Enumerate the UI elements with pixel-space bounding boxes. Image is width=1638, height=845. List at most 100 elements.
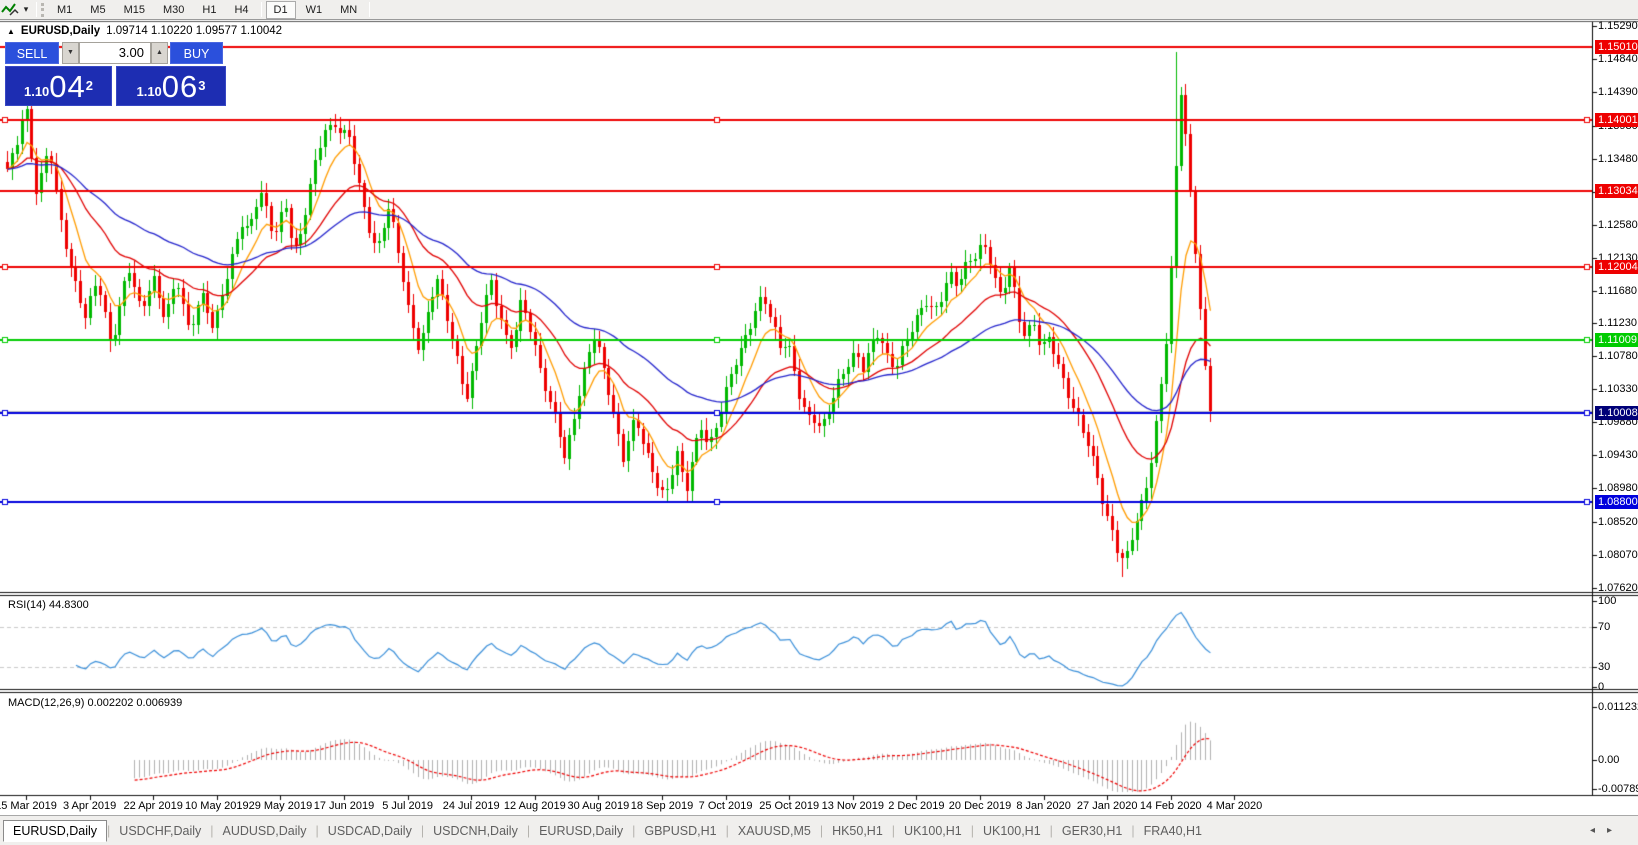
indicator-axis-tick: 30	[1598, 661, 1611, 673]
tab-separator: |	[315, 823, 319, 838]
sell-button[interactable]: SELL	[5, 42, 59, 64]
volume-input[interactable]: 3.00	[79, 42, 151, 64]
spread-decrease-button[interactable]: ▼	[62, 42, 79, 64]
date-axis-label: 20 Dec 2019	[948, 800, 1012, 812]
timeframe-button-d1[interactable]: D1	[265, 0, 296, 19]
indicator-axis-tick: 100	[1598, 595, 1617, 607]
price-axis-tick: 1.11680	[1598, 284, 1637, 297]
date-axis-label: 18 Sep 2019	[630, 800, 694, 812]
timeframe-button-h4[interactable]: H4	[234, 3, 249, 16]
price-axis-tick: 1.10780	[1598, 350, 1638, 363]
date-axis-label: 30 Aug 2019	[567, 800, 630, 812]
date-axis-label: 8 Jan 2020	[1016, 800, 1071, 812]
price-axis-tick: 1.09430	[1598, 449, 1638, 462]
tab-separator: |	[1049, 823, 1053, 838]
date-axis-label: 5 Jul 2019	[382, 800, 433, 812]
tab-gbpusd-h1-6[interactable]: GBPUSD,H1	[644, 823, 717, 838]
price-axis-tick: 1.14840	[1598, 52, 1638, 65]
spread-increase-button[interactable]: ▲	[151, 42, 168, 64]
tab-uk100-h1-10[interactable]: UK100,H1	[982, 823, 1041, 838]
date-axis-label: 29 May 2019	[248, 800, 313, 812]
timeframe-button-m1[interactable]: M1	[57, 3, 73, 16]
tab-separator: |	[1131, 823, 1135, 838]
tab-separator: |	[107, 823, 111, 838]
tab-separator: |	[891, 823, 896, 838]
date-axis-label: 10 May 2019	[184, 800, 249, 812]
chart-type-dropdown-icon[interactable]: ▾	[23, 4, 29, 14]
price-axis-tick: 1.08980	[1598, 482, 1638, 495]
date-axis-label: 15 Mar 2019	[0, 800, 57, 812]
hline-price-label: 1.10008	[1595, 406, 1638, 420]
buy-button[interactable]: BUY	[170, 42, 223, 64]
chart-type-icon[interactable]	[1, 2, 19, 17]
hline-price-label: 1.15010	[1595, 39, 1638, 54]
bid-pipette: 2	[85, 78, 94, 93]
indicator-axis-tick: 0.00	[1598, 754, 1620, 766]
price-axis-tick: 1.12580	[1598, 218, 1638, 231]
hline-price-label: 1.08800	[1595, 494, 1638, 509]
price-axis-tick: 1.14390	[1598, 85, 1638, 98]
rsi-indicator-label: RSI(14) 44.8300	[8, 599, 89, 611]
date-axis-label: 24 Jul 2019	[442, 800, 500, 812]
toolbar-separator	[36, 2, 37, 17]
tab-xauusd-m5-7[interactable]: XAUUSD,M5	[737, 823, 811, 838]
date-axis-label: 4 Mar 2020	[1206, 800, 1263, 812]
chart-tab-bar: EURUSD,Daily | USDCHF,Daily | AUDUSD,Daily | U…	[0, 815, 1638, 845]
timeframe-button-w1[interactable]: W1	[305, 3, 323, 16]
ask-price-button[interactable]: 1.10 06 3	[116, 66, 226, 106]
tab-uk100-h1-9[interactable]: UK100,H1	[904, 823, 962, 838]
bid-main: 1.10	[23, 84, 50, 99]
chart-title: ▲ EURUSD,Daily 1.09714 1.10220 1.09577 1…	[7, 25, 282, 37]
one-click-trading-panel: SELL ▼ 3.00 ▲ BUY 1.10 04 2 1.10 06 3	[5, 42, 226, 106]
date-axis-label: 2 Dec 2019	[888, 800, 945, 812]
tab-separator: |	[819, 823, 824, 838]
price-axis-tick: 1.13480	[1598, 152, 1638, 165]
price-axis-tick: 1.08070	[1598, 549, 1638, 561]
bid-pips: 04	[49, 69, 86, 104]
timeframe-button-m15[interactable]: M15	[123, 3, 145, 16]
tab-separator: |	[210, 823, 214, 838]
tab-fra40-h1-12[interactable]: FRA40,H1	[1143, 823, 1202, 838]
timeframe-button-m30[interactable]: M30	[162, 3, 185, 16]
tab-ger30-h1-11[interactable]: GER30,H1	[1061, 823, 1123, 838]
toolbar-separator	[260, 2, 262, 17]
hline-price-label: 1.11009	[1595, 332, 1638, 347]
tab-separator: |	[725, 823, 729, 838]
tab-usdcad-daily-3[interactable]: USDCAD,Daily	[327, 823, 412, 838]
tab-hk50-h1-8[interactable]: HK50,H1	[832, 823, 883, 838]
toolbar-separator	[369, 2, 371, 17]
symbol-period-label: EURUSD,Daily	[20, 25, 101, 37]
bid-price-button[interactable]: 1.10 04 2	[5, 66, 112, 106]
tab-usdcnh-daily-4[interactable]: USDCNH,Daily	[433, 823, 518, 838]
tab-separator: |	[970, 823, 974, 838]
date-axis-label: 7 Oct 2019	[698, 800, 753, 812]
hline-price-label: 1.14001	[1595, 113, 1638, 128]
ask-main: 1.10	[136, 84, 162, 99]
date-axis-label: 17 Jun 2019	[313, 800, 375, 812]
date-axis-label: 13 Nov 2019	[821, 800, 884, 812]
timeframe-button-mn[interactable]: MN	[340, 3, 358, 16]
indicator-axis-tick: 0	[1598, 681, 1605, 693]
ask-pips: 06	[161, 69, 199, 104]
timeframe-button-h1[interactable]: H1	[202, 3, 217, 16]
hline-price-label: 1.13034	[1595, 184, 1638, 199]
toolbar-grip[interactable]	[41, 2, 44, 17]
date-axis-label: 25 Oct 2019	[759, 800, 820, 812]
tab-separator: |	[526, 823, 531, 838]
timeframe-button-m5[interactable]: M5	[90, 3, 106, 16]
collapse-chart-icon[interactable]: ▲	[7, 26, 15, 36]
tab-audusd-daily-2[interactable]: AUDUSD,Daily	[222, 823, 307, 838]
indicator-axis-tick: -0.007894	[1598, 783, 1638, 795]
indicator-axis-tick: 0.011232	[1598, 701, 1638, 713]
timeframe-toolbar: ▾ M1 M5 M15 M30 H1 H4 D1 W1 MN	[0, 0, 1638, 20]
ohlc-values: 1.09714 1.10220 1.09577 1.10042	[106, 25, 283, 37]
tab-eurusd-daily-5[interactable]: EURUSD,Daily	[539, 823, 624, 838]
tab-usdchf-daily-1[interactable]: USDCHF,Daily	[119, 823, 202, 838]
hline-price-label: 1.12004	[1595, 259, 1638, 274]
tab-scroll-arrows[interactable]: ◂▸	[1589, 825, 1624, 836]
date-axis-label: 3 Apr 2019	[62, 800, 117, 812]
tab-eurusd-daily-0[interactable]: EURUSD,Daily	[3, 819, 108, 842]
price-axis-tick: 1.10330	[1598, 383, 1638, 396]
